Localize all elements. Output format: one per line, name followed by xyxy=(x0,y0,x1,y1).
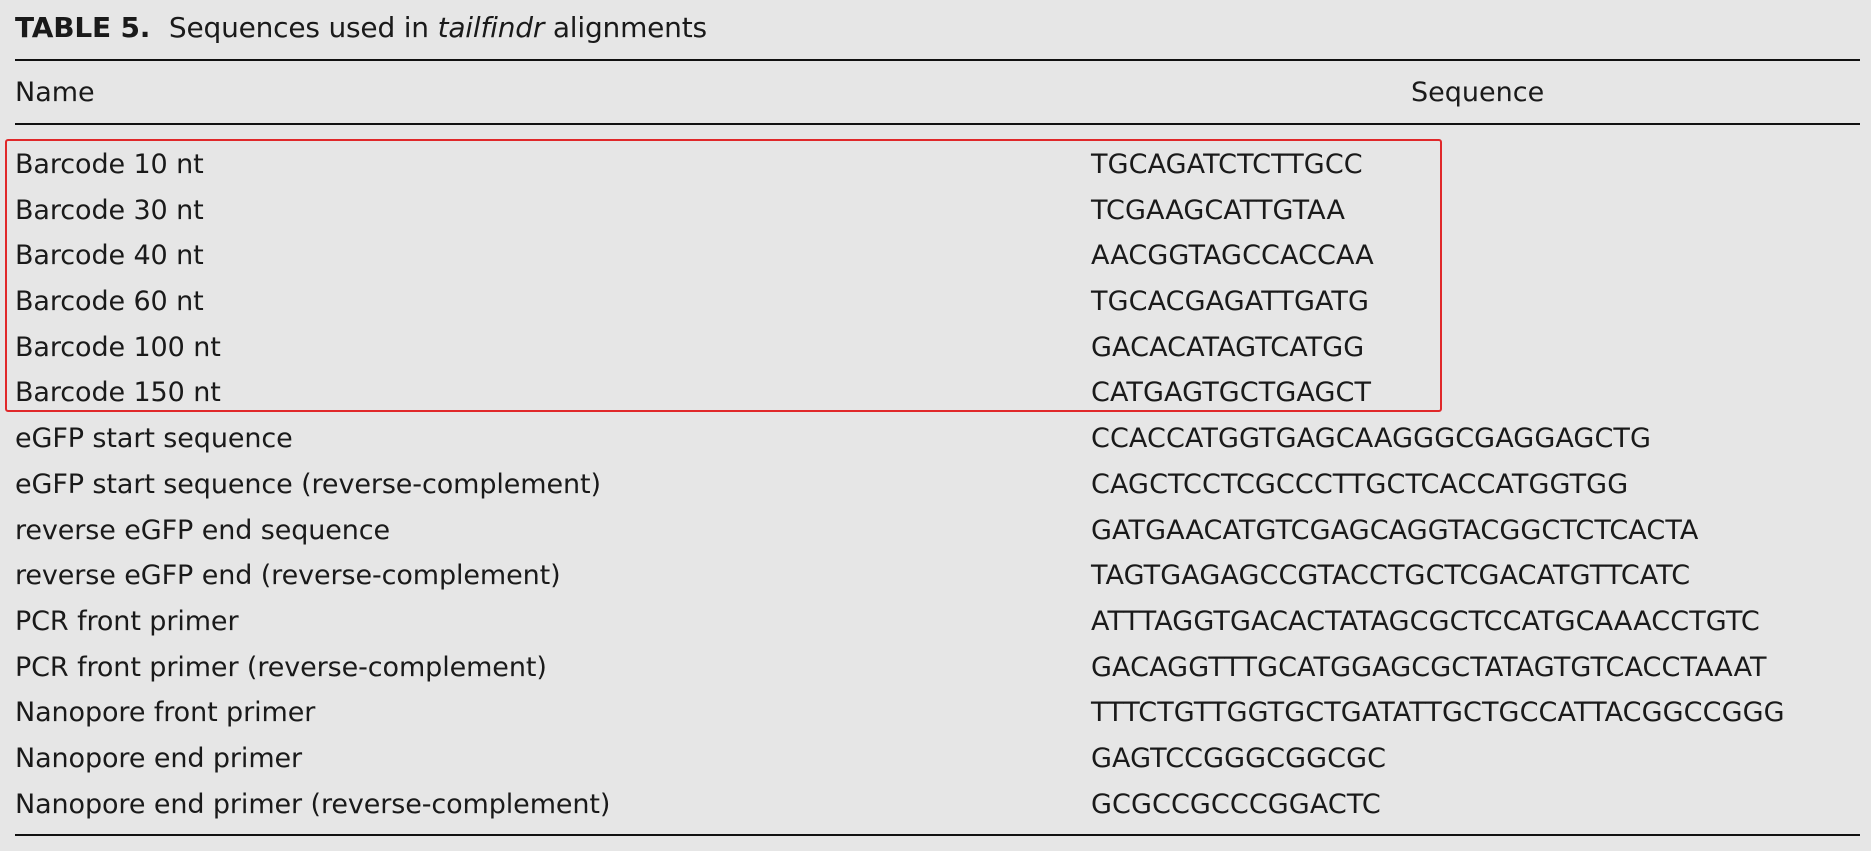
sequence-value-cell: ATTTAGGTGACACTATAGCGCTCCATGCAAACCTGTC xyxy=(1091,605,1760,637)
sequence-value-cell: TGCAGATCTCTTGCC xyxy=(1091,149,1363,180)
table-row: Nanopore end primer (reverse-complement)… xyxy=(15,782,1860,828)
sequence-value-cell: CATGAGTGCTGAGCT xyxy=(1091,377,1372,409)
sequence-name-cell: Barcode 60 nt xyxy=(15,286,204,318)
sequence-value-cell: TGCACGAGATTGATG xyxy=(1091,286,1370,318)
table-row: Nanopore end primer GAGTCCGGGCGGCGC xyxy=(15,736,1860,782)
sequence-name-cell: Barcode 30 nt xyxy=(15,194,204,226)
top-rule xyxy=(15,59,1860,61)
sequence-value-cell: GCGCCGCCCGGACTC xyxy=(1091,788,1381,820)
caption-text-before: Sequences used in xyxy=(168,11,429,44)
table-row: PCR front primer (reverse-complement) GAC… xyxy=(15,645,1860,691)
sequence-name-cell: Barcode 100 nt xyxy=(15,331,221,363)
table-row: Barcode 60 nt TGCACGAGATTGATG xyxy=(15,279,1860,325)
sequence-name-cell: eGFP start sequence (reverse-complement) xyxy=(15,468,601,500)
sequence-name-cell: Nanopore end primer (reverse-complement) xyxy=(15,788,611,820)
bottom-rule xyxy=(15,834,1860,836)
sequence-value-cell: GATGAACATGTCGAGCAGGTACGGCTCTCACTA xyxy=(1091,514,1699,546)
sequence-name-cell: Nanopore end primer xyxy=(15,742,303,774)
table-body: Barcode 10 nt TGCAGATCTCTTGCC Barcode 30 n… xyxy=(15,142,1860,827)
table-row: reverse eGFP end (reverse-complement) TAG… xyxy=(15,553,1860,599)
sequence-name-cell: Barcode 10 nt xyxy=(15,149,204,180)
sequence-value-cell: GACAGGTTTGCATGGAGCGCTATAGTGTCACCTAAAT xyxy=(1091,651,1767,683)
table-row: PCR front primer ATTTAGGTGACACTATAGCGCTCC… xyxy=(15,599,1860,645)
table-row: eGFP start sequence CCACCATGGTGAGCAAGGGCG… xyxy=(15,416,1860,462)
table-row: Barcode 30 nt TCGAAGCATTGTAA xyxy=(15,188,1860,234)
sequence-name-cell: eGFP start sequence xyxy=(15,423,293,455)
sequence-value-cell: CAGCTCCTCGCCCTTGCTCACCATGGTGG xyxy=(1091,468,1629,500)
sequence-value-cell: GAGTCCGGGCGGCGC xyxy=(1091,742,1387,774)
table-row: Nanopore front primer TTTCTGTTGGTGCTGATAT… xyxy=(15,690,1860,736)
column-header-sequence: Sequence xyxy=(1411,77,1545,108)
table-row: Barcode 40 nt AACGGTAGCCACCAA xyxy=(15,233,1860,279)
sequence-value-cell: TCGAAGCATTGTAA xyxy=(1091,194,1346,226)
table-label: TABLE 5. xyxy=(15,11,151,44)
table-caption: TABLE 5. Sequences used in tailfindr ali… xyxy=(15,8,707,48)
sequence-name-cell: Nanopore front primer xyxy=(15,697,316,729)
sequence-value-cell: TAGTGAGAGCCGTACCTGCTCGACATGTTCATC xyxy=(1091,560,1691,592)
caption-software-name: tailfindr xyxy=(437,11,545,44)
sequence-value-cell: CCACCATGGTGAGCAAGGGCGAGGAGCTG xyxy=(1091,423,1652,455)
sequence-name-cell: Barcode 150 nt xyxy=(15,377,221,409)
column-header-name: Name xyxy=(15,77,95,108)
table-row: Barcode 100 nt GACACATAGTCATGG xyxy=(15,325,1860,371)
sequence-name-cell: reverse eGFP end (reverse-complement) xyxy=(15,560,561,592)
sequence-value-cell: TTTCTGTTGGTGCTGATATTGCTGCCATTACGGCCGGG xyxy=(1091,697,1785,729)
caption-text-after: alignments xyxy=(552,11,707,44)
sequence-value-cell: GACACATAGTCATGG xyxy=(1091,331,1365,363)
sequence-value-cell: AACGGTAGCCACCAA xyxy=(1091,240,1374,272)
table-row: eGFP start sequence (reverse-complement)… xyxy=(15,462,1860,508)
table-row: Barcode 10 nt TGCAGATCTCTTGCC xyxy=(15,142,1860,188)
header-rule xyxy=(15,123,1860,125)
sequence-name-cell: PCR front primer xyxy=(15,605,239,637)
table-row: Barcode 150 nt CATGAGTGCTGAGCT xyxy=(15,370,1860,416)
table-row: reverse eGFP end sequence GATGAACATGTCGAG… xyxy=(15,508,1860,554)
sequence-name-cell: PCR front primer (reverse-complement) xyxy=(15,651,547,683)
sequence-name-cell: reverse eGFP end sequence xyxy=(15,514,391,546)
sequence-name-cell: Barcode 40 nt xyxy=(15,240,204,272)
